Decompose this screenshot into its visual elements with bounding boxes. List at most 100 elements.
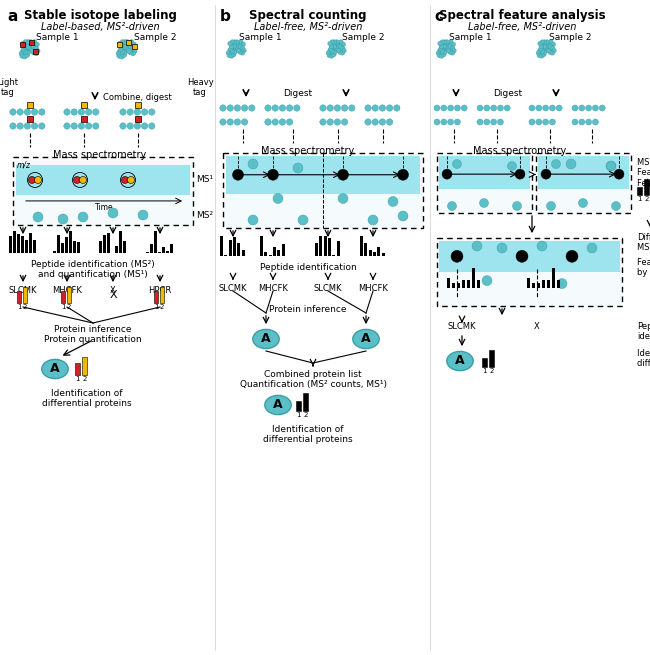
- Text: a: a: [7, 9, 18, 24]
- Circle shape: [334, 119, 341, 125]
- Circle shape: [149, 109, 155, 115]
- Bar: [150, 244, 153, 253]
- Circle shape: [220, 119, 226, 125]
- Circle shape: [529, 119, 535, 125]
- Text: MHCFK: MHCFK: [258, 284, 288, 293]
- Circle shape: [233, 45, 237, 49]
- Text: Heavy
tag: Heavy tag: [187, 78, 213, 98]
- Text: Label-free, MS²-driven: Label-free, MS²-driven: [254, 22, 362, 32]
- Bar: [81, 116, 86, 122]
- Bar: [324, 236, 326, 256]
- Bar: [489, 350, 494, 367]
- Circle shape: [438, 48, 442, 53]
- Circle shape: [536, 50, 541, 55]
- Circle shape: [447, 48, 450, 53]
- Circle shape: [508, 162, 517, 170]
- Circle shape: [444, 41, 448, 46]
- Text: MS¹: MS¹: [196, 176, 213, 185]
- Circle shape: [592, 119, 599, 125]
- Text: Sample 2: Sample 2: [134, 33, 176, 42]
- Circle shape: [612, 202, 621, 210]
- Circle shape: [330, 44, 335, 48]
- Circle shape: [122, 42, 126, 47]
- Circle shape: [578, 119, 585, 125]
- Circle shape: [25, 50, 30, 55]
- Circle shape: [448, 40, 453, 44]
- Bar: [154, 291, 158, 303]
- Circle shape: [142, 122, 148, 129]
- Circle shape: [549, 40, 553, 44]
- Bar: [146, 252, 149, 253]
- Circle shape: [341, 46, 344, 50]
- Circle shape: [386, 105, 393, 111]
- Circle shape: [233, 40, 237, 44]
- Circle shape: [235, 46, 239, 50]
- Text: MS²: MS²: [196, 210, 213, 219]
- Circle shape: [29, 41, 34, 46]
- Bar: [21, 236, 23, 253]
- Ellipse shape: [447, 351, 473, 371]
- Circle shape: [341, 119, 348, 125]
- Circle shape: [443, 40, 447, 44]
- Circle shape: [451, 42, 456, 47]
- Circle shape: [125, 40, 130, 45]
- Circle shape: [445, 46, 449, 50]
- Bar: [103, 235, 106, 253]
- Circle shape: [341, 50, 344, 55]
- Circle shape: [606, 161, 616, 171]
- Bar: [119, 231, 122, 253]
- Circle shape: [38, 109, 45, 115]
- Circle shape: [32, 40, 37, 45]
- Text: 2: 2: [304, 412, 307, 418]
- Bar: [365, 242, 367, 256]
- Circle shape: [24, 109, 31, 115]
- Circle shape: [122, 47, 126, 51]
- Text: Protein inference: Protein inference: [269, 305, 346, 314]
- Text: 2: 2: [67, 304, 72, 310]
- Circle shape: [545, 40, 549, 44]
- Text: Sample 1: Sample 1: [448, 33, 491, 42]
- Bar: [33, 49, 38, 54]
- Circle shape: [127, 176, 135, 183]
- Circle shape: [30, 44, 34, 48]
- Circle shape: [27, 41, 32, 46]
- Text: Stable isotope labeling: Stable isotope labeling: [23, 9, 176, 22]
- Text: SLCMK: SLCMK: [219, 284, 247, 293]
- Circle shape: [540, 40, 545, 44]
- Text: 1: 1: [154, 304, 158, 310]
- Circle shape: [540, 54, 544, 58]
- Circle shape: [552, 48, 556, 53]
- Text: A: A: [455, 354, 465, 367]
- Circle shape: [118, 47, 123, 52]
- Circle shape: [484, 105, 490, 111]
- Circle shape: [540, 46, 544, 50]
- Bar: [296, 401, 301, 411]
- Text: 2: 2: [160, 304, 164, 310]
- Ellipse shape: [353, 329, 379, 348]
- Circle shape: [578, 105, 585, 111]
- Circle shape: [477, 119, 483, 125]
- Circle shape: [122, 53, 126, 58]
- Text: Spectral feature analysis: Spectral feature analysis: [439, 9, 605, 22]
- Circle shape: [326, 50, 331, 55]
- Text: Mass spectrometry: Mass spectrometry: [53, 150, 147, 160]
- Circle shape: [128, 45, 133, 49]
- Bar: [220, 236, 223, 256]
- Circle shape: [452, 160, 462, 168]
- Circle shape: [64, 109, 70, 115]
- Circle shape: [551, 46, 554, 50]
- Bar: [439, 156, 530, 189]
- Bar: [162, 247, 164, 253]
- Text: Digest: Digest: [283, 90, 313, 98]
- Text: 1: 1: [482, 368, 487, 374]
- Text: SLCMK: SLCMK: [448, 322, 476, 331]
- Text: A: A: [273, 398, 283, 411]
- Circle shape: [73, 176, 81, 183]
- Text: 2: 2: [644, 196, 649, 202]
- Circle shape: [241, 105, 248, 111]
- Bar: [99, 241, 101, 253]
- Bar: [67, 287, 71, 303]
- FancyBboxPatch shape: [13, 157, 193, 225]
- Text: Spectral counting: Spectral counting: [249, 9, 367, 22]
- Circle shape: [28, 47, 32, 51]
